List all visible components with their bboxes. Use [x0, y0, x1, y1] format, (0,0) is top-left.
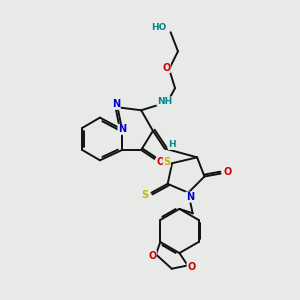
Text: O: O: [157, 157, 165, 167]
Text: O: O: [162, 63, 170, 73]
Text: S: S: [163, 157, 170, 167]
Text: NH: NH: [157, 97, 172, 106]
Text: N: N: [112, 99, 120, 110]
Text: H: H: [168, 140, 176, 149]
Text: O: O: [187, 262, 195, 272]
Text: N: N: [118, 124, 126, 134]
Text: HO: HO: [151, 23, 166, 32]
Text: S: S: [141, 190, 148, 200]
Text: N: N: [186, 192, 194, 202]
Text: O: O: [148, 251, 157, 261]
Text: O: O: [223, 167, 231, 177]
